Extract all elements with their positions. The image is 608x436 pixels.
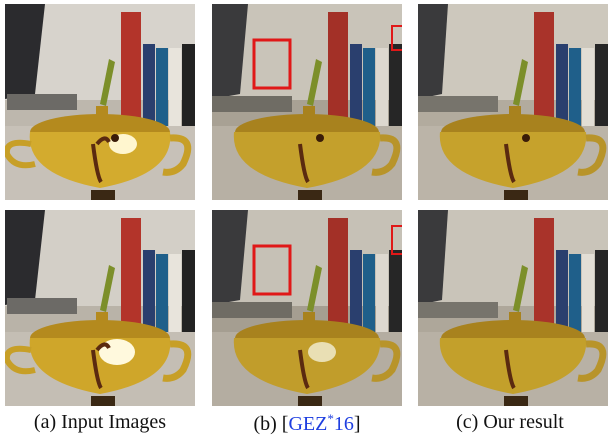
teapot-scene [5, 4, 195, 200]
gez16-image-top [212, 4, 402, 200]
caption-suffix: ] [353, 413, 361, 435]
result-image-bottom [418, 210, 608, 406]
caption-input-images: (a) Input Images [33, 411, 167, 433]
teapot-scene [5, 210, 195, 406]
teapot-scene [418, 210, 608, 406]
caption-prefix: (b) [ [253, 413, 289, 435]
caption-our-result: (c) Our result [456, 411, 564, 433]
input-image-top [5, 4, 195, 200]
citation-year: 16 [333, 413, 354, 435]
teapot-scene [212, 210, 402, 406]
highlight-box [391, 225, 402, 255]
highlight-box [391, 25, 402, 51]
input-image-bottom [5, 210, 195, 406]
teapot-scene [212, 4, 402, 200]
citation-link[interactable]: GEZ*16 [288, 411, 354, 435]
highlight-box [252, 38, 292, 90]
teapot-scene [418, 4, 608, 200]
caption-gez16: (b) [GEZ*16] [207, 411, 407, 436]
gez16-image-bottom [212, 210, 402, 406]
citation-superscript: * [327, 411, 334, 426]
citation-key: GEZ [288, 413, 328, 435]
highlight-box [252, 244, 292, 296]
result-image-top [418, 4, 608, 200]
